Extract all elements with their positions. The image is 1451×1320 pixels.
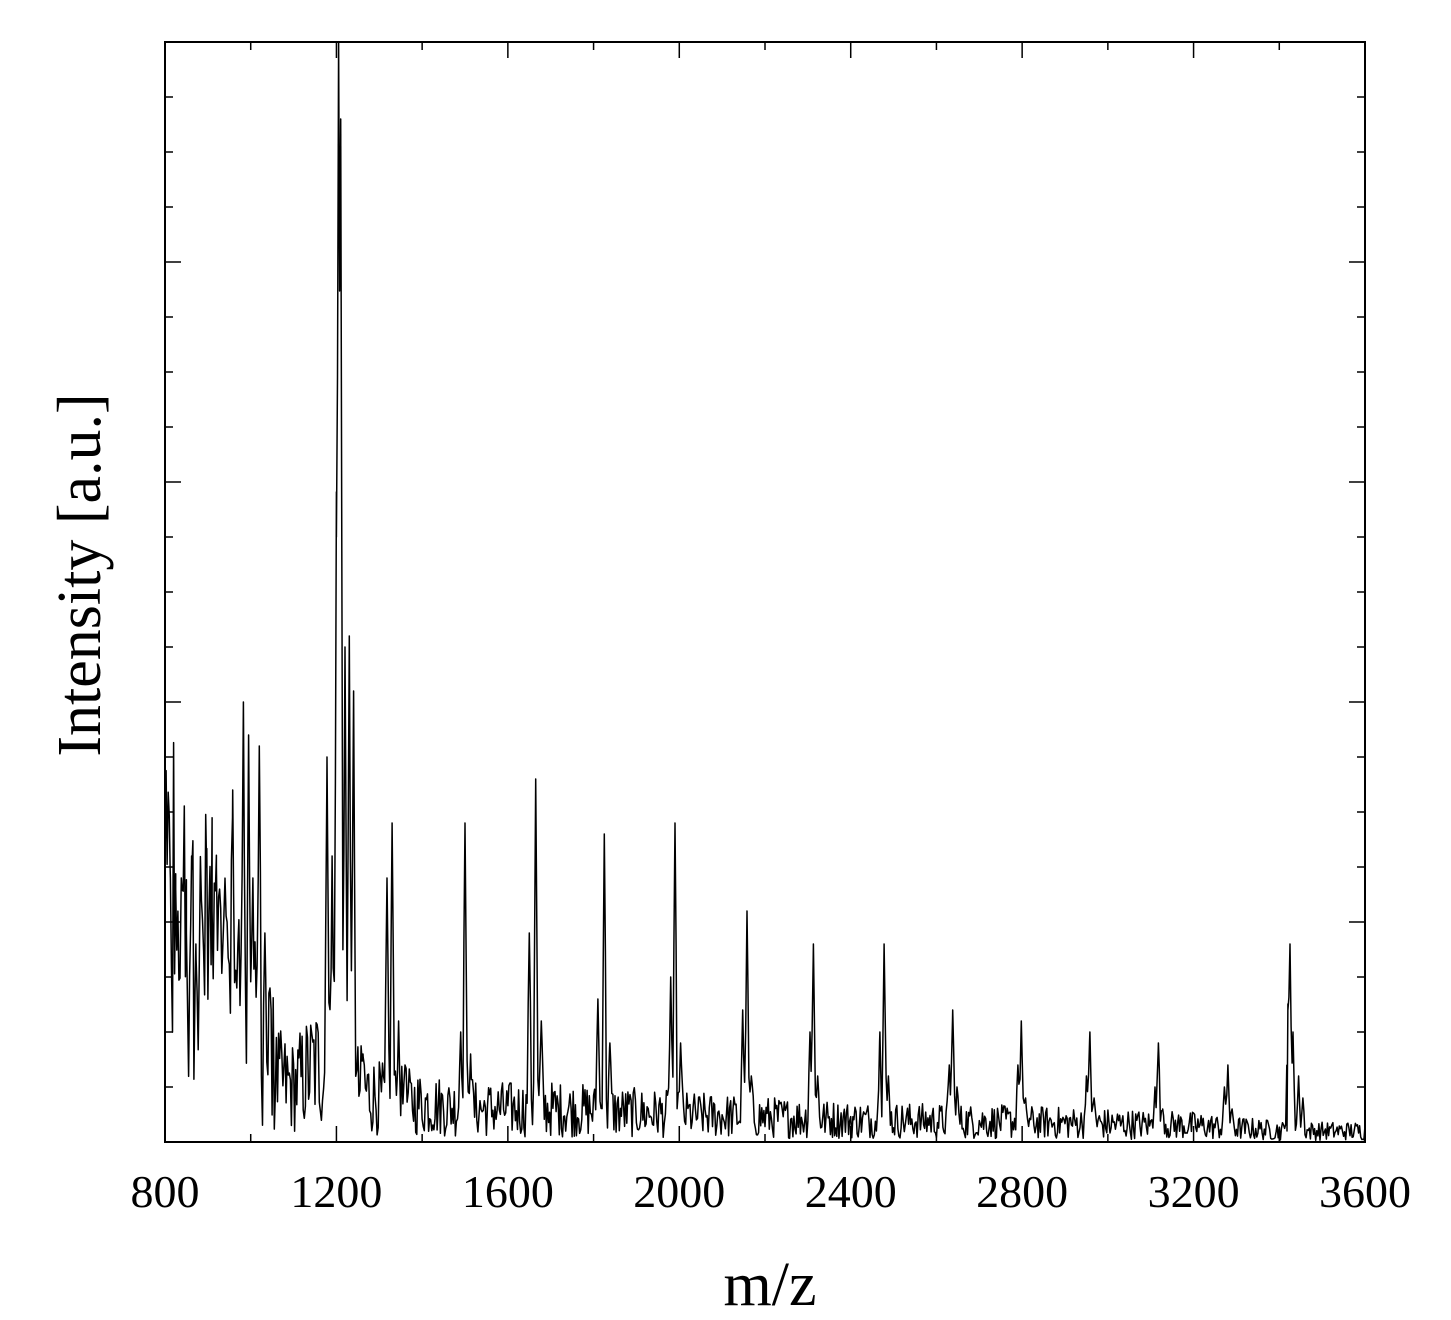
x-tick-label: 800 — [131, 1166, 200, 1217]
x-tick-label: 1600 — [462, 1166, 554, 1217]
x-tick-label: 2800 — [976, 1166, 1068, 1217]
spectrum-line — [164, 41, 1366, 1142]
x-tick-labels: 800 1200 1600 2000 2400 2800 3200 3600 — [131, 1166, 1412, 1217]
x-tick-label: 3200 — [1148, 1166, 1240, 1217]
x-tick-label: 2400 — [805, 1166, 897, 1217]
x-axis-label: m/z — [724, 1251, 817, 1319]
x-tick-label: 1200 — [290, 1166, 382, 1217]
y-axis-label: Intensity [a.u.] — [46, 393, 114, 756]
x-tick-label: 2000 — [633, 1166, 725, 1217]
x-tick-label: 3600 — [1319, 1166, 1411, 1217]
